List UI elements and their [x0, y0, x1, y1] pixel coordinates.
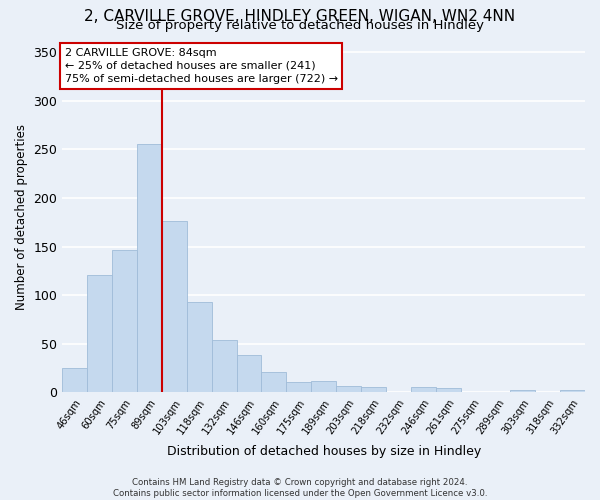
Text: Size of property relative to detached houses in Hindley: Size of property relative to detached ho…: [116, 19, 484, 32]
Bar: [62, 368, 87, 392]
Bar: [511, 390, 535, 392]
Bar: [137, 144, 162, 392]
Text: Contains HM Land Registry data © Crown copyright and database right 2024.
Contai: Contains HM Land Registry data © Crown c…: [113, 478, 487, 498]
Bar: [212, 340, 236, 392]
Bar: [262, 372, 286, 392]
Bar: [411, 386, 436, 392]
Bar: [361, 386, 386, 392]
Bar: [436, 388, 461, 392]
Bar: [236, 354, 262, 393]
Bar: [560, 390, 585, 392]
X-axis label: Distribution of detached houses by size in Hindley: Distribution of detached houses by size …: [167, 444, 481, 458]
Bar: [311, 381, 336, 392]
Bar: [187, 302, 212, 392]
Bar: [87, 275, 112, 392]
Bar: [162, 222, 187, 392]
Bar: [112, 250, 137, 392]
Bar: [336, 386, 361, 392]
Bar: [286, 382, 311, 392]
Text: 2 CARVILLE GROVE: 84sqm
← 25% of detached houses are smaller (241)
75% of semi-d: 2 CARVILLE GROVE: 84sqm ← 25% of detache…: [65, 48, 338, 84]
Text: 2, CARVILLE GROVE, HINDLEY GREEN, WIGAN, WN2 4NN: 2, CARVILLE GROVE, HINDLEY GREEN, WIGAN,…: [85, 9, 515, 24]
Y-axis label: Number of detached properties: Number of detached properties: [15, 124, 28, 310]
